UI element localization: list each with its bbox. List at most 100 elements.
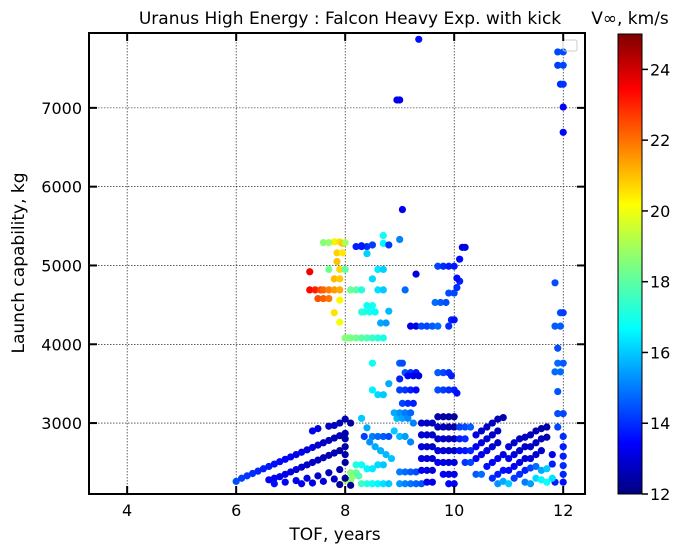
scatter-point xyxy=(379,461,387,469)
scatter-point xyxy=(559,128,567,136)
scatter-point xyxy=(439,447,447,455)
scatter-point xyxy=(385,307,393,315)
scatter-point xyxy=(379,265,387,274)
scatter-point xyxy=(445,480,453,488)
scatter-point xyxy=(357,334,366,342)
scatter-point xyxy=(404,399,412,407)
colorbar-tick-label: 16 xyxy=(650,343,670,362)
scatter-point xyxy=(494,415,502,423)
scatter-point xyxy=(306,286,314,294)
scatter-point xyxy=(330,449,338,457)
scatter-point xyxy=(368,302,377,310)
scatter-point xyxy=(434,413,442,421)
scatter-point xyxy=(308,458,317,467)
scatter-point xyxy=(461,423,469,431)
x-tick-label: 8 xyxy=(340,501,350,520)
scatter-point xyxy=(559,443,567,451)
scatter-point xyxy=(325,286,333,294)
scatter-point xyxy=(336,265,344,274)
scatter-point xyxy=(445,262,453,270)
colorbar-tick-label: 24 xyxy=(650,60,670,79)
scatter-point xyxy=(472,470,480,478)
scatter-point xyxy=(412,468,420,476)
scatter-point xyxy=(330,275,338,283)
scatter-point xyxy=(461,458,469,467)
colorbar: 12 14 16 18 20 22 24 V∞, km/s xyxy=(591,9,670,504)
scatter-point xyxy=(330,421,338,430)
y-tick-label: 4000 xyxy=(41,335,82,354)
scatter-point xyxy=(548,450,556,459)
scatter-point xyxy=(385,480,393,488)
scatter-point xyxy=(396,409,404,417)
scatter-point xyxy=(445,386,453,394)
scatter-point xyxy=(559,359,567,367)
scatter-point xyxy=(406,438,415,446)
scatter-point xyxy=(341,265,349,274)
scatter-point xyxy=(554,359,562,367)
scatter-point xyxy=(415,372,423,380)
scatter-point xyxy=(396,386,404,394)
scatter-point xyxy=(341,474,349,482)
scatter-point xyxy=(526,443,535,451)
scatter-point xyxy=(515,435,524,443)
scatter-point xyxy=(330,434,338,442)
scatter-point xyxy=(417,443,426,451)
scatter-point xyxy=(319,239,327,247)
scatter-point xyxy=(445,458,453,467)
colorbar-gradient xyxy=(617,33,643,495)
scatter-point xyxy=(360,432,368,441)
scatter-point xyxy=(336,318,344,326)
scatter-point xyxy=(499,477,507,485)
scatter-point xyxy=(385,432,393,441)
scatter-point xyxy=(434,386,442,394)
scatter-point xyxy=(477,439,486,447)
y-axis-title: Launch capability, kg xyxy=(9,172,29,353)
scatter-point xyxy=(336,286,344,294)
scatter-point xyxy=(338,249,347,257)
scatter-point xyxy=(357,414,366,422)
scatter-point xyxy=(483,447,491,455)
scatter-point xyxy=(551,322,559,330)
scatter-point xyxy=(297,463,306,471)
scatter-point xyxy=(357,461,366,469)
scatter-point xyxy=(382,450,390,459)
scatter-point xyxy=(336,419,344,427)
scatter-point xyxy=(352,242,360,251)
scatter-point xyxy=(559,410,567,418)
scatter-point xyxy=(532,450,540,459)
scatter-point xyxy=(488,419,496,427)
scatter-point xyxy=(466,458,475,467)
scatter-point xyxy=(521,466,529,474)
scatter-point xyxy=(363,250,371,258)
scatter-point xyxy=(559,103,567,111)
scatter-point xyxy=(385,241,393,249)
scatter-point xyxy=(406,468,415,476)
scatter-point xyxy=(428,443,436,451)
scatter-point xyxy=(347,286,355,294)
scatter-point xyxy=(409,419,417,427)
scatter-point xyxy=(537,435,545,443)
scatter-point xyxy=(336,465,344,474)
scatter-point xyxy=(319,294,327,303)
scatter-point xyxy=(341,450,349,459)
scatter-point xyxy=(453,389,461,397)
scatter-point xyxy=(276,473,284,481)
scatter-point xyxy=(537,424,545,433)
scatter-point xyxy=(477,470,486,478)
scatter-point xyxy=(532,474,540,482)
scatter-point xyxy=(521,454,529,463)
scatter-point xyxy=(306,268,314,276)
scatter-point xyxy=(556,322,565,330)
scatter-point xyxy=(456,447,464,455)
x-tick-label: 12 xyxy=(553,501,573,520)
scatter-point xyxy=(371,443,379,451)
scatter-point xyxy=(439,386,447,394)
axis-ticks: 4 6 8 10 12 3000 4000 5000 6000 7000 xyxy=(41,33,585,520)
scatter-point xyxy=(270,474,278,482)
scatter-point xyxy=(368,334,377,342)
chart-title: Uranus High Energy : Falcon Heavy Exp. w… xyxy=(139,9,561,29)
scatter-point xyxy=(415,35,423,43)
scatter-point xyxy=(319,454,327,462)
scatter-point xyxy=(314,424,322,433)
scatter-point xyxy=(439,369,447,377)
